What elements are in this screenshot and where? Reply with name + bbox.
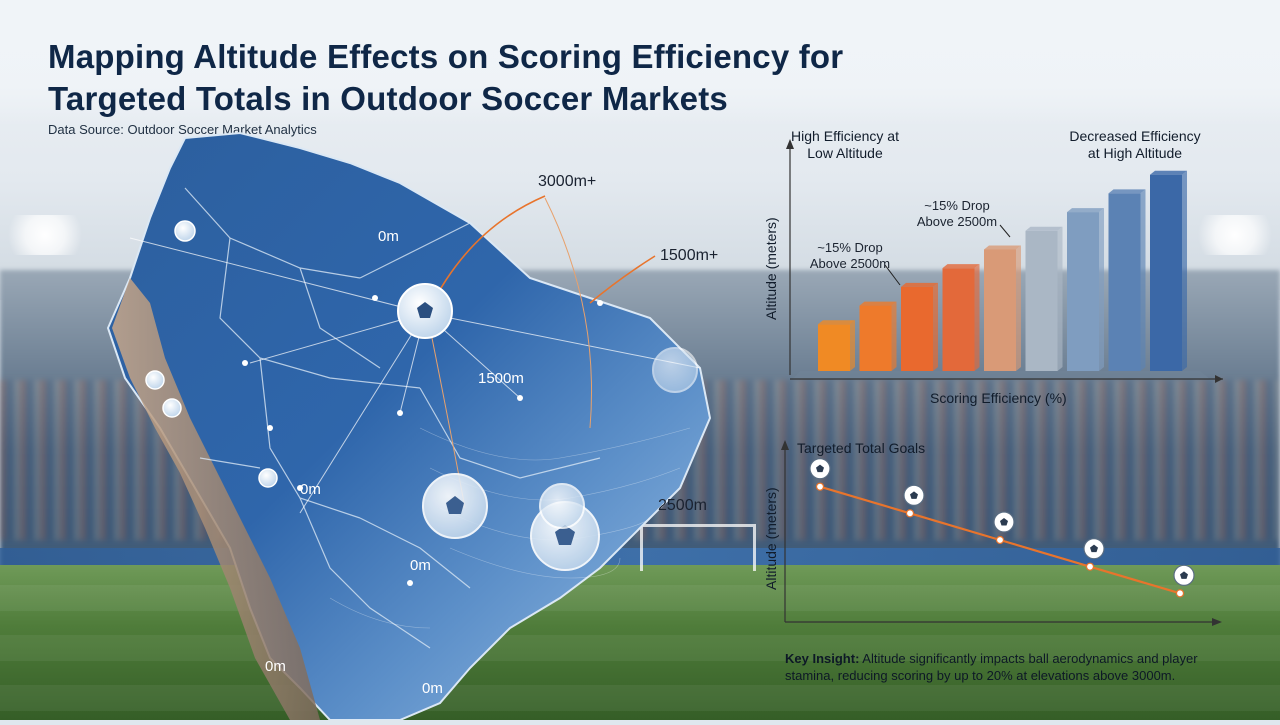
bar-side: [1099, 208, 1104, 371]
goal-frame: [640, 524, 756, 571]
page-title: Mapping Altitude Effects on Scoring Effi…: [48, 38, 844, 117]
map-label-2500m: 2500m: [658, 497, 707, 514]
annotation-drop-upper: ~15% Drop Above 2500m: [916, 198, 998, 229]
ball-patch: [816, 464, 824, 473]
bar-chart-svg: [786, 139, 1223, 383]
bar-top: [859, 301, 897, 306]
bar-x-axis-arrow: [1215, 375, 1223, 383]
map-label-1500m: 1500m: [478, 370, 524, 387]
ball-patch: [1000, 518, 1008, 526]
point-ball-icon: [809, 458, 831, 480]
line-y-axis-arrow: [781, 440, 789, 450]
pitch: [0, 565, 1280, 720]
map-ball-markers: [145, 220, 698, 571]
point-ball-icon: [993, 511, 1015, 533]
continent-shape: [106, 131, 712, 721]
bar-x-axis-title: Scoring Efficiency (%): [930, 390, 1067, 406]
data-point: [815, 482, 825, 491]
data-point: [1175, 589, 1185, 598]
data-point: [905, 509, 915, 518]
bar-side: [974, 264, 980, 371]
ball-patch: [1090, 544, 1098, 553]
map-label-0m: 0m: [422, 680, 443, 697]
line-chart-svg: [781, 440, 1222, 626]
bar-top: [1067, 208, 1104, 213]
line-chart-title: Targeted Total Goals: [797, 440, 926, 456]
bar-top: [901, 282, 938, 287]
line-y-axis-title: Altitude (meters): [763, 487, 779, 590]
bar: [1025, 230, 1058, 371]
bar-top: [984, 245, 1021, 250]
bar-top: [1025, 226, 1063, 231]
map-label-1500m-plus: 1500m+: [660, 247, 718, 264]
bar: [1067, 212, 1099, 371]
floodlight: [0, 215, 90, 255]
bar: [818, 324, 850, 371]
bar-side: [933, 282, 938, 371]
data-source: Data Source: Outdoor Soccer Market Analy…: [48, 122, 317, 137]
key-insight-text: Altitude significantly impacts ball aero…: [785, 651, 1198, 683]
annotation-pointer: [884, 264, 901, 286]
bar-side: [1057, 226, 1063, 371]
bar: [984, 249, 1016, 371]
annotation-drop-lower: ~15% Drop Above 2500m: [809, 240, 891, 271]
altitude-bar-chart: High Efficiency at Low Altitude Decrease…: [755, 125, 1255, 415]
bar: [1150, 174, 1182, 371]
line-x-axis-arrow: [1212, 618, 1222, 626]
bar: [1108, 193, 1141, 371]
bar-top: [818, 320, 855, 325]
point-ball-icon: [1083, 538, 1105, 560]
map-label-0m: 0m: [410, 557, 431, 574]
bar-side: [891, 301, 897, 371]
bar: [942, 268, 975, 371]
point-ball-icon: [903, 484, 925, 506]
andes-range: [112, 278, 320, 720]
caption-decreased-efficiency: Decreased Efficiency at High Altitude: [1069, 128, 1201, 161]
bar: [901, 286, 933, 371]
map-label-0m: 0m: [300, 481, 321, 498]
ball-patch: [1180, 571, 1188, 579]
bar-platform: [793, 371, 1210, 379]
bar-top: [1108, 189, 1146, 194]
map-label-0m: 0m: [265, 658, 286, 675]
bar-side: [1016, 245, 1021, 371]
title-backdrop: [0, 0, 1280, 125]
map-label-0m: 0m: [378, 228, 399, 245]
bar-top: [1150, 170, 1187, 175]
bar-side: [850, 320, 855, 371]
ball-patch: [910, 491, 918, 499]
bar-side: [1182, 170, 1187, 371]
floodlight: [1190, 215, 1280, 255]
data-point: [1085, 562, 1095, 571]
point-ball-icon: [1173, 564, 1195, 586]
bar-top: [942, 264, 980, 269]
bar-y-axis-title: Altitude (meters): [763, 217, 779, 320]
bar-y-axis-arrow: [786, 139, 794, 149]
key-insight-label: Key Insight:: [785, 651, 860, 666]
bar-side: [1140, 189, 1146, 371]
data-point: [995, 535, 1005, 545]
targeted-total-line-chart: Targeted Total Goals Altitude (meters): [755, 430, 1255, 645]
annotation-pointer: [999, 224, 1011, 238]
key-insight: Key Insight: Altitude significantly impa…: [785, 650, 1245, 684]
map-label-3000m: 3000m+: [538, 173, 596, 190]
bar: [859, 305, 892, 371]
caption-high-efficiency: High Efficiency at Low Altitude: [791, 128, 899, 161]
south-america-map: 3000m+ 1500m+ 2500m 0m 1500m 0m 0m 0m 0m: [0, 128, 760, 721]
